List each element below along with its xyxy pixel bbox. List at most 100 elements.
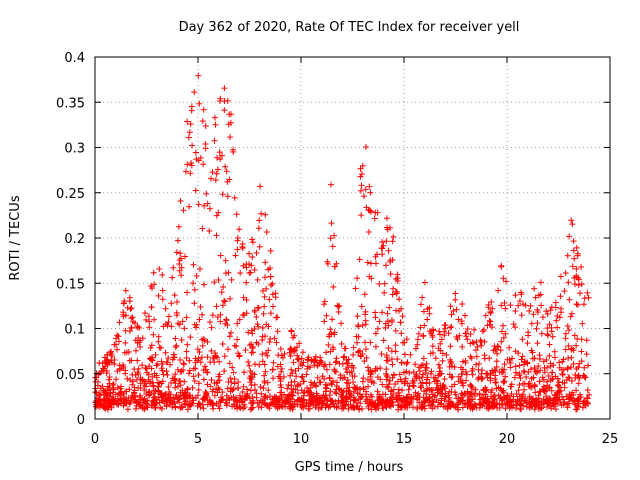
- data-point: [256, 217, 263, 224]
- data-point: [381, 399, 388, 406]
- data-point: [357, 165, 364, 172]
- data-point: [335, 308, 342, 315]
- data-point: [317, 354, 324, 361]
- data-point: [182, 395, 189, 402]
- data-point: [571, 401, 578, 408]
- data-point: [445, 330, 452, 337]
- data-point: [367, 371, 374, 378]
- data-point: [378, 350, 385, 357]
- data-point: [562, 330, 569, 337]
- data-point: [375, 397, 382, 404]
- data-point: [195, 72, 202, 79]
- data-point: [574, 250, 581, 257]
- data-point: [379, 239, 386, 246]
- data-point: [528, 347, 535, 354]
- data-point: [374, 388, 381, 395]
- data-point: [163, 396, 170, 403]
- data-point: [215, 277, 222, 284]
- data-point: [212, 121, 219, 128]
- data-point: [187, 402, 194, 409]
- data-point: [148, 342, 155, 349]
- data-point: [214, 154, 221, 161]
- data-point: [211, 279, 218, 286]
- data-point: [190, 280, 197, 287]
- data-point: [259, 287, 266, 294]
- data-point: [223, 168, 230, 175]
- data-point: [203, 390, 210, 397]
- data-point: [201, 281, 208, 288]
- data-point: [524, 360, 531, 367]
- data-point: [128, 324, 135, 331]
- data-point: [206, 227, 213, 234]
- data-point: [442, 390, 449, 397]
- data-point: [201, 202, 208, 209]
- data-point: [304, 385, 311, 392]
- data-point: [155, 338, 162, 345]
- data-point: [365, 383, 372, 390]
- data-point: [394, 378, 401, 385]
- data-point: [295, 381, 302, 388]
- data-point: [109, 382, 116, 389]
- data-point: [169, 403, 176, 410]
- x-tick-label: 25: [602, 432, 619, 447]
- data-point: [311, 362, 318, 369]
- data-point: [502, 373, 509, 380]
- data-point: [222, 320, 229, 327]
- data-point: [454, 336, 461, 343]
- data-point: [320, 362, 327, 369]
- data-point: [146, 324, 153, 331]
- data-point: [323, 312, 330, 319]
- data-point: [347, 396, 354, 403]
- data-point: [180, 207, 187, 214]
- data-point: [127, 377, 134, 384]
- data-point: [578, 358, 585, 365]
- data-point: [164, 359, 171, 366]
- data-point: [103, 397, 110, 404]
- data-point: [473, 353, 480, 360]
- data-point: [222, 163, 229, 170]
- data-point: [384, 357, 391, 364]
- data-point: [484, 322, 491, 329]
- data-point: [249, 345, 256, 352]
- data-point: [471, 392, 478, 399]
- data-point: [130, 397, 137, 404]
- data-point: [257, 183, 264, 190]
- data-point: [372, 309, 379, 316]
- data-point: [172, 404, 179, 411]
- data-point: [199, 342, 206, 349]
- data-point: [412, 361, 419, 368]
- data-point: [246, 250, 253, 257]
- data-point: [255, 225, 262, 232]
- data-point: [416, 399, 423, 406]
- data-point: [159, 361, 166, 368]
- data-point: [421, 279, 428, 286]
- data-point: [206, 205, 213, 212]
- data-point: [188, 162, 195, 169]
- data-point: [178, 403, 185, 410]
- data-point: [351, 404, 358, 411]
- data-point: [467, 353, 474, 360]
- data-point: [521, 359, 528, 366]
- data-point: [486, 317, 493, 324]
- data-point: [338, 340, 345, 347]
- data-point: [292, 386, 299, 393]
- data-point: [191, 89, 198, 96]
- data-point: [269, 303, 276, 310]
- data-point: [234, 235, 241, 242]
- data-point: [490, 394, 497, 401]
- data-point: [230, 386, 237, 393]
- data-point: [236, 316, 243, 323]
- data-point: [459, 404, 466, 411]
- data-point: [565, 342, 572, 349]
- data-point: [389, 291, 396, 298]
- data-point: [401, 404, 408, 411]
- data-point: [566, 374, 573, 381]
- data-point: [224, 193, 231, 200]
- data-point: [170, 264, 177, 271]
- data-point: [546, 321, 553, 328]
- data-point: [392, 342, 399, 349]
- data-point: [438, 336, 445, 343]
- data-point: [175, 223, 182, 230]
- data-point: [317, 379, 324, 386]
- data-point: [295, 355, 302, 362]
